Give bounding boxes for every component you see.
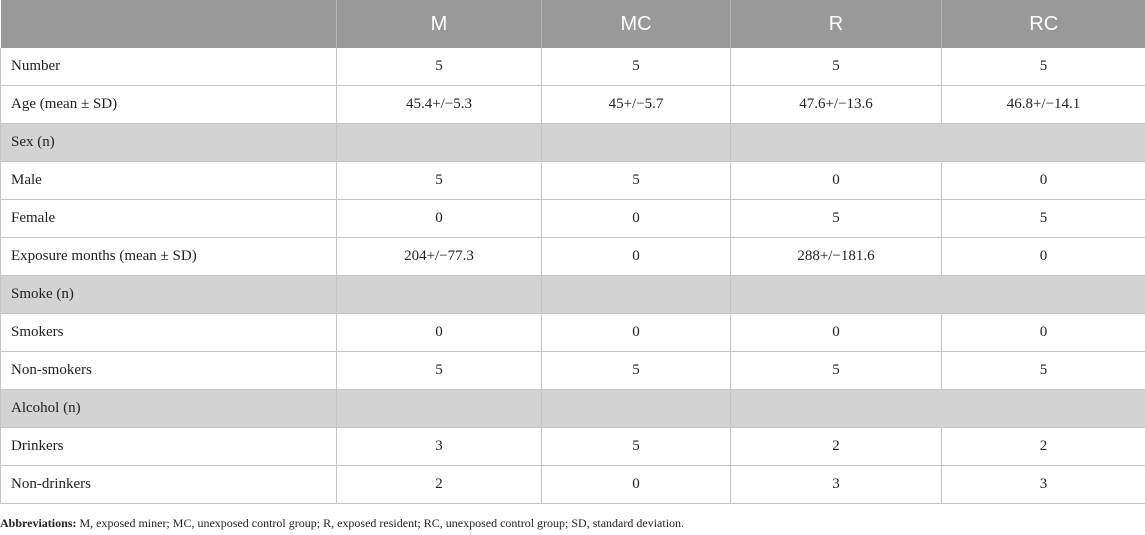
- footnote-label: Abbreviations:: [0, 516, 77, 530]
- table-cell: [730, 123, 1145, 162]
- section-row: Smoke (n): [0, 275, 1145, 314]
- row-label: Male: [0, 161, 337, 200]
- header-cell-m: M: [336, 0, 542, 48]
- abbreviations-footnote: Abbreviations: M, exposed miner; MC, une…: [0, 516, 684, 530]
- table-cell: 5: [541, 427, 731, 466]
- table-cell: 0: [541, 199, 731, 238]
- table-row: Age (mean ± SD) 45.4+/−5.3 45+/−5.7 47.6+/−…: [0, 85, 1145, 124]
- table-cell: 3: [730, 465, 942, 504]
- table-row: Male 5 5 0 0: [0, 161, 1145, 200]
- table-cell: 5: [336, 351, 542, 390]
- table-cell: 45.4+/−5.3: [336, 85, 542, 124]
- row-label: Sex (n): [0, 123, 337, 162]
- table-cell: 0: [541, 237, 731, 276]
- table-cell: [541, 123, 731, 162]
- table-cell: [336, 123, 542, 162]
- table-cell: [730, 389, 1145, 428]
- table-cell: 5: [730, 351, 942, 390]
- row-label: Non-drinkers: [0, 465, 337, 504]
- row-label: Female: [0, 199, 337, 238]
- table-cell: 288+/−181.6: [730, 237, 942, 276]
- table-cell: 0: [336, 199, 542, 238]
- table-cell: [541, 389, 731, 428]
- table-cell: 46.8+/−14.1: [941, 85, 1145, 124]
- table-row: Exposure months (mean ± SD) 204+/−77.3 0 28…: [0, 237, 1145, 276]
- table-cell: 0: [730, 313, 942, 352]
- table-row: Female 0 0 5 5: [0, 199, 1145, 238]
- row-label: Exposure months (mean ± SD): [0, 237, 337, 276]
- table-cell: 0: [541, 313, 731, 352]
- table-row: Number 5 5 5 5: [0, 48, 1145, 86]
- table-cell: 5: [541, 48, 731, 86]
- table-row: Non-drinkers 2 0 3 3: [0, 465, 1145, 504]
- section-row: Alcohol (n): [0, 389, 1145, 428]
- header-row: M MC R RC: [0, 0, 1145, 48]
- row-label: Alcohol (n): [0, 389, 337, 428]
- table-cell: 2: [730, 427, 942, 466]
- table-cell: [336, 275, 542, 314]
- table-cell: [541, 275, 731, 314]
- table-cell: 0: [941, 313, 1145, 352]
- table-cell: 5: [941, 199, 1145, 238]
- table-cell: 3: [941, 465, 1145, 504]
- section-row: Sex (n): [0, 123, 1145, 162]
- table-cell: 47.6+/−13.6: [730, 85, 942, 124]
- table-row: Drinkers 3 5 2 2: [0, 427, 1145, 466]
- header-cell-r: R: [730, 0, 942, 48]
- table-row: Non-smokers 5 5 5 5: [0, 351, 1145, 390]
- header-cell-blank: [0, 0, 337, 48]
- table-cell: 204+/−77.3: [336, 237, 542, 276]
- table-cell: 0: [941, 161, 1145, 200]
- table-cell: 2: [941, 427, 1145, 466]
- row-label: Non-smokers: [0, 351, 337, 390]
- table-cell: 0: [730, 161, 942, 200]
- header-cell-mc: MC: [541, 0, 731, 48]
- table-cell: 5: [941, 48, 1145, 86]
- table-cell: 5: [336, 48, 542, 86]
- row-label: Age (mean ± SD): [0, 85, 337, 124]
- characteristics-table: M MC R RC Number 5 5 5 5 Age (mean ± SD) 45.4+…: [0, 0, 1145, 504]
- table-row: Smokers 0 0 0 0: [0, 313, 1145, 352]
- footnote-text: M, exposed miner; MC, unexposed control …: [76, 516, 685, 530]
- table-cell: 5: [730, 199, 942, 238]
- table-cell: 5: [541, 161, 731, 200]
- header-cell-rc: RC: [941, 0, 1145, 48]
- table-cell: 0: [941, 237, 1145, 276]
- table-cell: 45+/−5.7: [541, 85, 731, 124]
- row-label: Number: [0, 48, 337, 86]
- table-cell: [336, 389, 542, 428]
- row-label: Smoke (n): [0, 275, 337, 314]
- row-label: Smokers: [0, 313, 337, 352]
- row-label: Drinkers: [0, 427, 337, 466]
- table-body: Number 5 5 5 5 Age (mean ± SD) 45.4+/−5.3 45+/−…: [0, 48, 1145, 504]
- table-cell: 3: [336, 427, 542, 466]
- table-cell: 0: [336, 313, 542, 352]
- table-cell: 2: [336, 465, 542, 504]
- table-cell: 5: [541, 351, 731, 390]
- table-cell: 5: [336, 161, 542, 200]
- table-cell: [730, 275, 1145, 314]
- table-cell: 5: [941, 351, 1145, 390]
- table-cell: 0: [541, 465, 731, 504]
- table-cell: 5: [730, 48, 942, 86]
